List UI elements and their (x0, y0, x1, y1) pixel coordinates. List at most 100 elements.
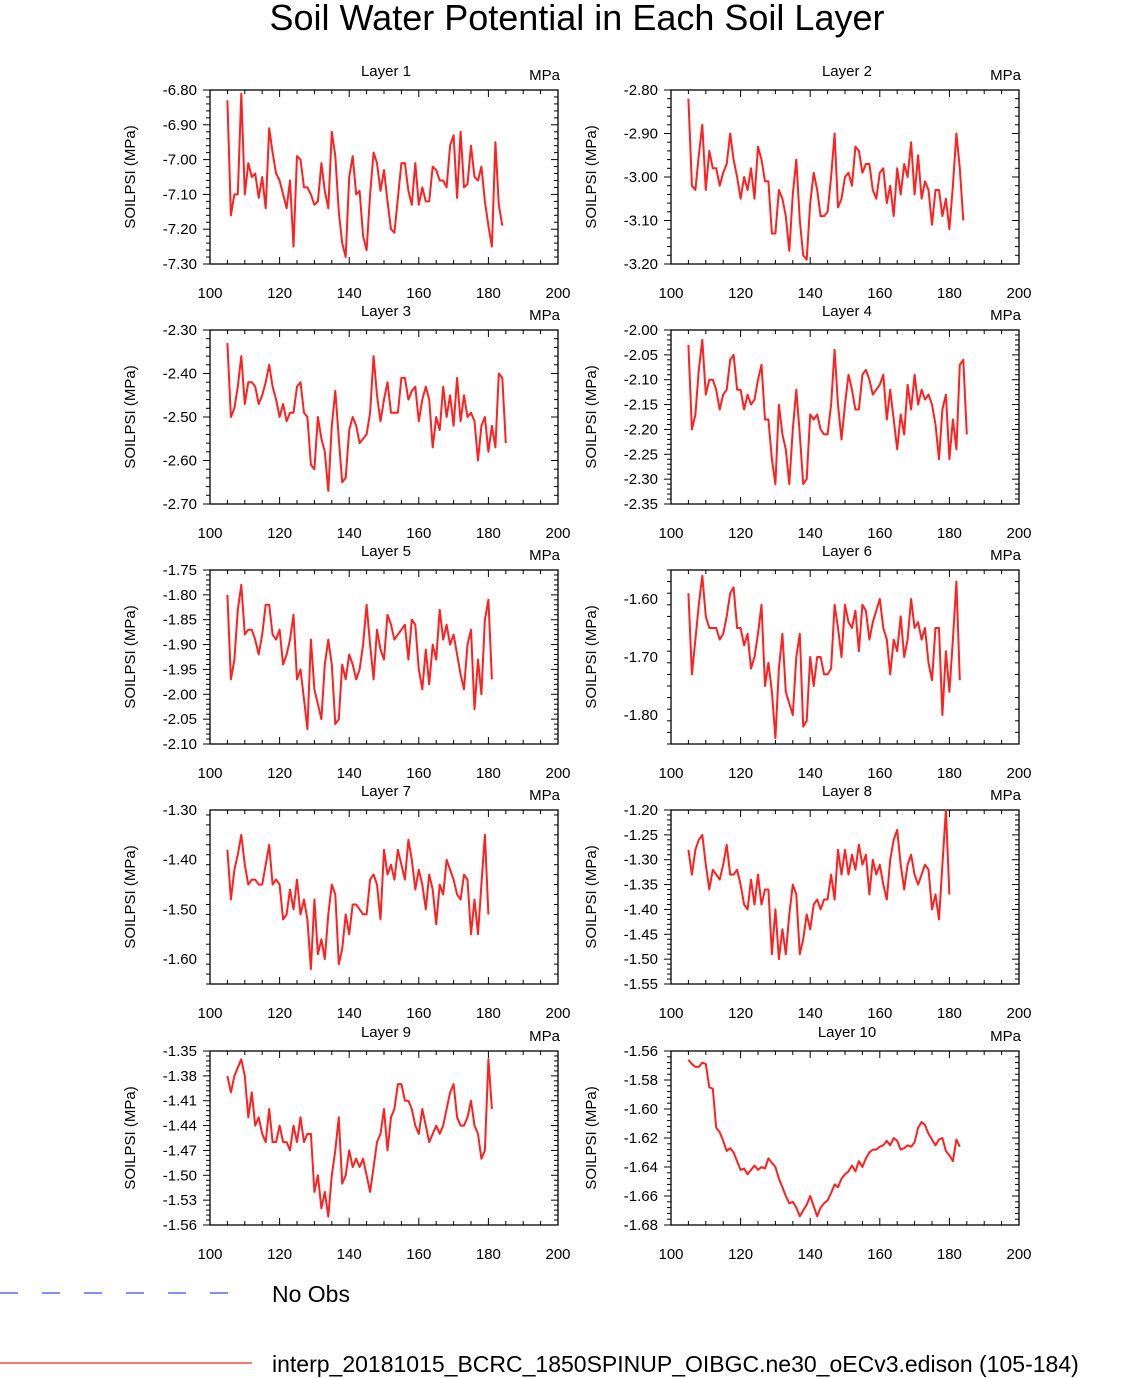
y-tick-label: -2.20 (624, 421, 658, 438)
series-line (687, 574, 961, 740)
y-tick-label: -1.44 (163, 1118, 197, 1135)
x-tick-label: 160 (406, 765, 431, 782)
series-line (226, 343, 507, 492)
y-tick-label: -1.66 (624, 1188, 658, 1205)
panel-title: Layer 4 (822, 303, 872, 320)
panel-unit: MPa (529, 307, 561, 324)
y-tick-label: -1.70 (624, 649, 658, 666)
x-tick-label: 100 (197, 1005, 222, 1022)
x-tick-label: 100 (658, 1005, 683, 1022)
x-tick-label: 140 (337, 1005, 362, 1022)
y-tick-label: -2.60 (163, 453, 197, 470)
x-tick-label: 200 (1006, 525, 1031, 542)
panel-unit: MPa (529, 547, 561, 564)
plot-frame (670, 1050, 1020, 1226)
y-tick-label: -1.40 (163, 852, 197, 869)
plot-frame (670, 809, 1020, 985)
x-tick-label: 180 (937, 1005, 962, 1022)
panel-unit: MPa (990, 547, 1022, 564)
y-axis-label: SOILPSI (MPa) (583, 1086, 600, 1189)
panel-title: Layer 2 (822, 63, 872, 80)
y-tick-label: -2.25 (624, 446, 658, 463)
x-tick-label: 200 (545, 1005, 570, 1022)
x-tick-label: 120 (267, 285, 292, 302)
y-tick-label: -2.00 (624, 322, 658, 339)
x-tick-label: 140 (337, 1246, 362, 1263)
y-tick-label: -1.95 (163, 661, 197, 678)
y-tick-label: -1.56 (624, 1043, 658, 1060)
x-tick-label: 100 (197, 1246, 222, 1263)
x-tick-label: 160 (406, 285, 431, 302)
y-tick-label: -1.30 (624, 852, 658, 869)
panel-layer-7: Layer 7 MPa SOILPSI (MPa) 100 120 140 160 180 20… (122, 783, 571, 1022)
x-tick-label: 200 (545, 765, 570, 782)
x-tick-label: 200 (1006, 1246, 1031, 1263)
y-tick-label: -2.90 (624, 126, 658, 143)
x-tick-label: 160 (867, 765, 892, 782)
x-tick-label: 180 (937, 525, 962, 542)
x-tick-label: 140 (798, 765, 823, 782)
y-tick-label: -6.90 (163, 117, 197, 134)
panel-unit: MPa (990, 67, 1022, 84)
x-tick-label: 140 (337, 285, 362, 302)
panel-layer-4: Layer 4 MPa SOILPSI (MPa) 100 120 140 160 180 20… (583, 303, 1032, 542)
x-tick-label: 180 (937, 765, 962, 782)
x-tick-label: 100 (197, 525, 222, 542)
y-tick-label: -7.20 (163, 221, 197, 238)
panel-layer-9: Layer 9 MPa SOILPSI (MPa) 100 120 140 160 180 20… (122, 1024, 571, 1263)
panel-title: Layer 1 (361, 63, 411, 80)
x-tick-label: 160 (406, 1005, 431, 1022)
y-axis-label: SOILPSI (MPa) (122, 1086, 139, 1189)
y-tick-label: -2.40 (163, 366, 197, 383)
y-tick-label: -2.10 (624, 372, 658, 389)
panel-layer-3: Layer 3 MPa SOILPSI (MPa) 100 120 140 160 180 20… (122, 303, 571, 542)
plot-frame (670, 569, 1020, 745)
x-tick-label: 120 (728, 285, 753, 302)
y-axis-label: SOILPSI (MPa) (583, 125, 600, 228)
x-tick-label: 120 (267, 1246, 292, 1263)
panels: Layer 1 MPa SOILPSI (MPa) 100 120 140 160 180 20… (122, 63, 1032, 1263)
y-tick-label: -2.30 (163, 322, 197, 339)
x-tick-label: 200 (545, 525, 570, 542)
y-tick-label: -2.05 (163, 711, 197, 728)
x-tick-label: 120 (728, 525, 753, 542)
y-tick-label: -1.90 (163, 637, 197, 654)
y-tick-label: -2.35 (624, 496, 658, 513)
y-tick-label: -1.47 (163, 1142, 197, 1159)
y-tick-label: -1.35 (624, 877, 658, 894)
series-line (687, 98, 965, 261)
x-tick-label: 160 (406, 525, 431, 542)
y-tick-label: -2.80 (624, 82, 658, 99)
y-axis-label: SOILPSI (MPa) (583, 845, 600, 948)
series-line (687, 1059, 961, 1218)
y-tick-label: -1.41 (163, 1093, 197, 1110)
x-tick-label: 140 (798, 1005, 823, 1022)
panel-layer-10: Layer 10 MPa SOILPSI (MPa) 100 120 140 160 180 2… (583, 1024, 1032, 1263)
y-tick-label: -1.50 (624, 951, 658, 968)
y-tick-label: -1.60 (624, 591, 658, 608)
x-tick-label: 120 (728, 765, 753, 782)
plot-frame (209, 1050, 559, 1226)
x-tick-label: 120 (267, 525, 292, 542)
series-line (226, 833, 490, 971)
panel-layer-1: Layer 1 MPa SOILPSI (MPa) 100 120 140 160 180 20… (122, 63, 571, 302)
panel-unit: MPa (990, 307, 1022, 324)
x-tick-label: 120 (267, 1005, 292, 1022)
panel-unit: MPa (529, 787, 561, 804)
y-tick-label: -2.00 (163, 686, 197, 703)
y-tick-label: -1.80 (163, 587, 197, 604)
panel-layer-2: Layer 2 MPa SOILPSI (MPa) 100 120 140 160 180 20… (583, 63, 1032, 302)
series-line (687, 809, 951, 961)
y-tick-label: -1.53 (163, 1192, 197, 1209)
x-tick-label: 140 (337, 525, 362, 542)
y-tick-label: -2.15 (624, 397, 658, 414)
plot-frame (209, 329, 559, 505)
legend-obs-label: No Obs (272, 1281, 350, 1307)
x-tick-label: 180 (476, 525, 501, 542)
y-tick-label: -3.00 (624, 169, 658, 186)
x-tick-label: 120 (728, 1246, 753, 1263)
y-tick-label: -1.58 (624, 1072, 658, 1089)
x-tick-label: 100 (658, 525, 683, 542)
x-tick-label: 120 (267, 765, 292, 782)
